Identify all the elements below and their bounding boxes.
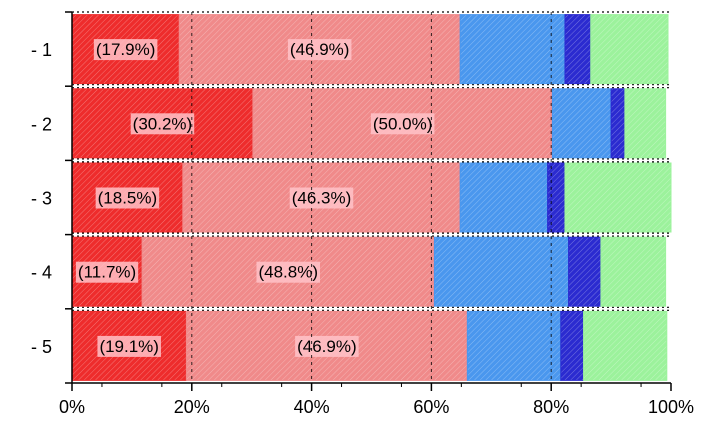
data-label: (46.9%) bbox=[297, 337, 357, 356]
y-category-label: - 4 bbox=[31, 263, 52, 283]
data-label-group: (30.2%) bbox=[130, 113, 195, 135]
y-category-label: - 5 bbox=[31, 337, 52, 357]
x-tick-label: 20% bbox=[174, 397, 210, 417]
bar-segment-4-3 bbox=[433, 236, 570, 307]
data-label-background bbox=[256, 261, 321, 283]
x-tick-label: 60% bbox=[413, 397, 449, 417]
data-label-group: (11.7%) bbox=[75, 261, 139, 283]
bar-segment-2-4 bbox=[610, 88, 626, 159]
data-label-background bbox=[97, 335, 161, 357]
data-label-group: (18.5%) bbox=[95, 187, 160, 209]
bar-segment-5-5 bbox=[583, 310, 668, 381]
bar-segment-1-4 bbox=[564, 14, 592, 85]
bar-segment-3-3 bbox=[459, 162, 549, 233]
data-label-background bbox=[370, 113, 435, 135]
data-label-group: (17.9%) bbox=[93, 39, 158, 61]
bar-segment-4-5 bbox=[600, 236, 667, 307]
data-label-group: (46.3%) bbox=[289, 187, 354, 209]
data-label-background bbox=[93, 39, 158, 61]
x-tick-label: 40% bbox=[294, 397, 330, 417]
data-label-background bbox=[289, 187, 354, 209]
data-label-background bbox=[287, 39, 352, 61]
bar-segment-3-4 bbox=[547, 162, 566, 233]
x-tick-label: 0% bbox=[59, 397, 85, 417]
x-tick-label: 80% bbox=[533, 397, 569, 417]
y-category-label: - 3 bbox=[31, 189, 52, 209]
data-label-group: (50.0%) bbox=[370, 113, 435, 135]
data-label: (11.7%) bbox=[78, 263, 136, 282]
bar-segment-5-4 bbox=[560, 310, 585, 381]
data-label: (46.3%) bbox=[292, 189, 352, 208]
data-label-group: (19.1%) bbox=[97, 335, 161, 357]
data-label-background bbox=[75, 261, 139, 283]
bar-segment-1-5 bbox=[590, 14, 669, 85]
data-label-group: (48.8%) bbox=[256, 261, 321, 283]
bar-segment-1-3 bbox=[459, 14, 566, 85]
data-label: (30.2%) bbox=[133, 114, 193, 133]
y-category-label: - 1 bbox=[31, 40, 52, 60]
data-label-background bbox=[295, 335, 359, 357]
data-label-background bbox=[95, 187, 160, 209]
data-label: (18.5%) bbox=[98, 189, 158, 208]
x-tick-label: 100% bbox=[648, 397, 694, 417]
data-label-group: (46.9%) bbox=[295, 335, 359, 357]
bar-segment-5-3 bbox=[466, 310, 562, 381]
bar-segment-3-5 bbox=[564, 162, 672, 233]
y-category-label: - 2 bbox=[31, 114, 52, 134]
bar-segment-2-5 bbox=[624, 88, 667, 159]
bar-segment-4-4 bbox=[568, 236, 602, 307]
data-label: (50.0%) bbox=[373, 114, 433, 133]
data-label: (48.8%) bbox=[258, 263, 318, 282]
data-label: (19.1%) bbox=[99, 337, 159, 356]
data-label: (46.9%) bbox=[290, 40, 350, 59]
data-label-background bbox=[130, 113, 195, 135]
bar-segment-2-3 bbox=[551, 88, 612, 159]
data-label: (17.9%) bbox=[96, 40, 156, 59]
data-label-group: (46.9%) bbox=[287, 39, 352, 61]
